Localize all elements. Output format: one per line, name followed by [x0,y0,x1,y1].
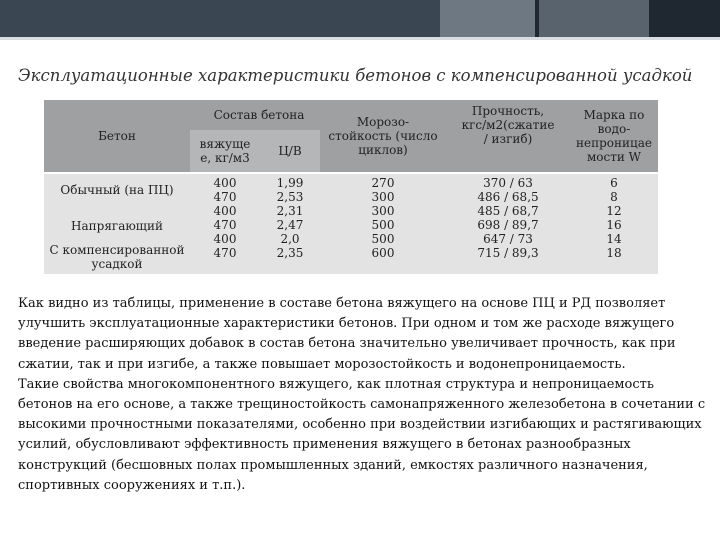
table-cell: 270 [371,176,395,190]
header-frost-line: стойкость (число [328,129,438,143]
row-name: С компенсированной усадкой [44,240,190,274]
table-cell: 2,0 [280,232,300,246]
table-cell: 2,47 [276,218,304,232]
table-cell: 1,99 [276,176,304,190]
header-water: Марка по водо- непроницае мости W [570,100,658,172]
table-cell: 300 [371,190,395,204]
row-name-line: усадкой [91,257,143,271]
header-binder: вяжуще е, кг/м3 [190,130,260,172]
table-cell: 715 / 89,3 [477,246,539,260]
table-cell: 647 / 73 [483,232,533,246]
table-cell: 6 [610,176,618,190]
row-name: Напрягающий [71,219,163,233]
table-cell: 485 / 68,7 [477,204,539,218]
header-concrete: Бетон [98,129,136,143]
row-name-line: С компенсированной [49,243,185,257]
table-cell: 300 [371,204,395,218]
slide-header-bar [0,0,720,37]
table-cell: 2,31 [276,204,304,218]
paragraph: Как видно из таблицы, применение в соста… [18,296,676,372]
header-water-line: непроницае [576,136,652,150]
table-cell: 400 [213,176,237,190]
header-accent-segment [440,0,535,37]
header-binder-line: вяжуще [199,137,251,151]
header-underline [0,37,720,40]
header-water-line: водо- [597,122,631,136]
table-subheader-band [190,130,320,172]
table-cell: 600 [371,246,395,260]
header-water-line: Марка по [583,108,645,122]
header-strength: Прочность, кгс/м2(сжатие / изгиб) [446,100,570,172]
water-column: 6 8 12 16 14 18 [570,176,658,274]
table-cell: 470 [213,218,237,232]
header-frost: Морозо- стойкость (число циклов) [320,100,446,172]
table-cell: 2,53 [276,190,304,204]
header-cw: Ц/В [278,144,302,158]
binder-column: 400 470 400 470 400 470 [190,176,260,274]
table-cell: 16 [606,218,622,232]
table-body-band [44,174,658,274]
slide-title: Эксплуатационные характеристики бетонов … [18,66,693,85]
table-cell: 2,35 [276,246,304,260]
table-cell: 8 [610,190,618,204]
table-cell: 500 [371,232,395,246]
header-divider-segment [535,0,539,37]
header-water-line: мости W [586,150,642,164]
table-cell: 18 [606,246,622,260]
table-cell: 12 [606,204,622,218]
characteristics-table: Бетон Состав бетона вяжуще е, кг/м3 Ц/В … [44,100,658,274]
header-strength-line: Прочность, [471,104,545,118]
table-cell: 400 [213,204,237,218]
table-cell: 370 / 63 [483,176,533,190]
header-frost-line: Морозо- [356,115,410,129]
table-cell: 698 / 89,7 [477,218,539,232]
header-strength-line: кгс/м2(сжатие [461,118,555,132]
strength-column: 370 / 63 486 / 68,5 485 / 68,7 698 / 89,… [446,176,570,274]
table-header-band [44,100,658,172]
header-frost-line: циклов) [358,143,408,157]
header-binder-line: е, кг/м3 [200,151,250,165]
header-composition: Состав бетона [213,108,305,122]
table-cell: 470 [213,190,237,204]
table-cell: 14 [606,232,622,246]
table-cell: 486 / 68,5 [477,190,539,204]
frost-column: 270 300 300 500 500 600 [320,176,446,274]
cw-column: 1,99 2,53 2,31 2,47 2,0 2,35 [260,176,320,274]
table-cell: 470 [213,246,237,260]
paragraph: Такие свойства многокомпонентного вяжуще… [18,376,706,493]
header-accent-segment [539,0,649,37]
table-cell: 500 [371,218,395,232]
header-strength-line: / изгиб) [483,132,533,146]
body-text: Как видно из таблицы, применение в соста… [18,294,708,496]
header-accent-segment [649,0,720,37]
row-name: Обычный (на ПЦ) [60,183,174,197]
table-cell: 400 [213,232,237,246]
